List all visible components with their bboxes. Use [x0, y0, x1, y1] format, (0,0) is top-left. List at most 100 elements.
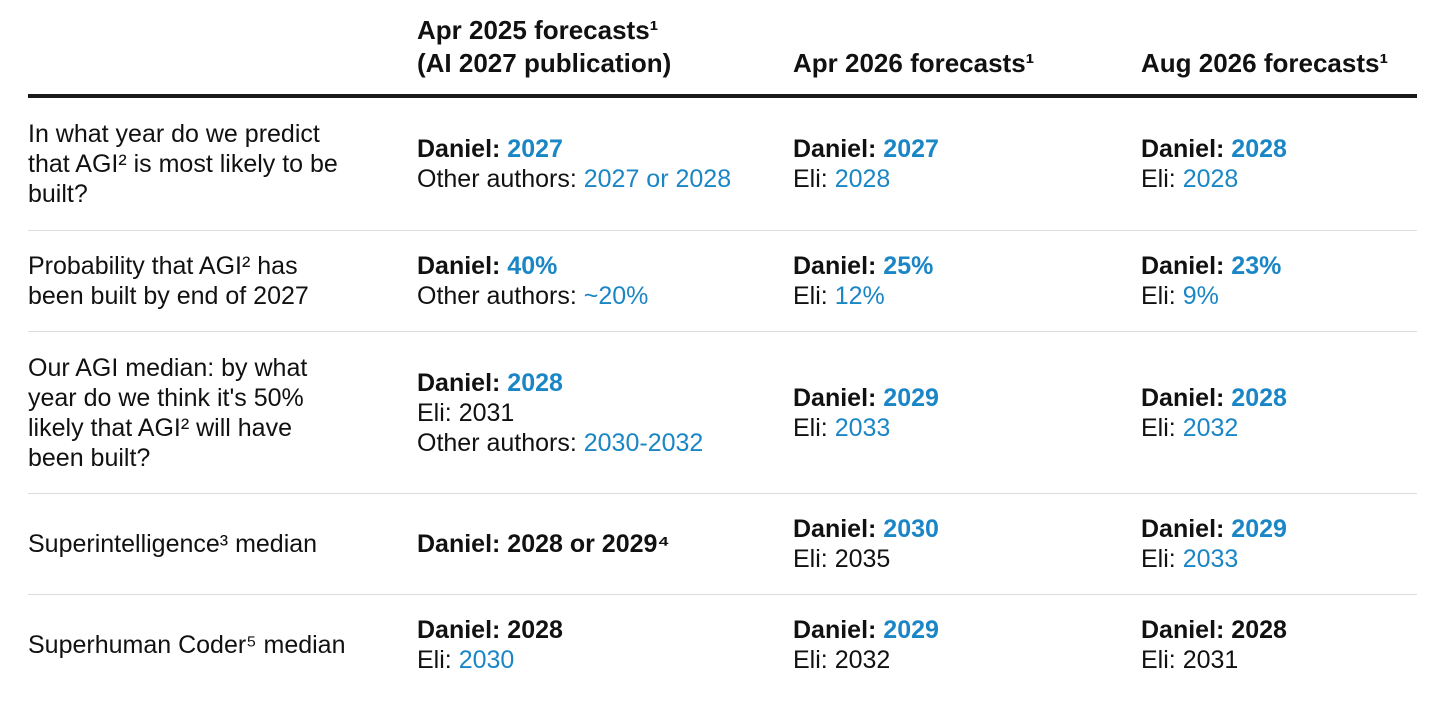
forecast-value: 2033: [834, 413, 891, 442]
forecast-cell: Daniel: 25% Eli: 12%: [793, 230, 1141, 332]
forecast-value: 2030: [458, 646, 515, 674]
forecast-entry: Daniel: 2028: [1141, 615, 1417, 645]
forecaster-label: Daniel:: [1141, 616, 1232, 644]
forecaster-label: Daniel:: [793, 383, 884, 412]
forecast-value: 2033: [1182, 545, 1239, 573]
forecast-value: 23%: [1231, 252, 1282, 280]
forecast-entry: Eli: 2031: [1141, 645, 1417, 675]
forecaster-label: Daniel:: [1141, 383, 1232, 412]
forecast-entry: Eli: 2035: [793, 544, 1141, 574]
forecast-cell: Daniel: 2029 Eli: 2033: [793, 331, 1141, 494]
forecast-entry: Eli: 2033: [793, 413, 1141, 443]
forecast-value: 2027 or 2028: [583, 165, 732, 193]
forecast-value: 2032: [834, 646, 891, 674]
forecast-value: 2030-2032: [583, 428, 704, 457]
forecast-entry: Daniel: 2028: [1141, 383, 1417, 413]
forecast-entry: Other authors: 2027 or 2028: [417, 164, 793, 194]
forecast-value: 2029: [883, 383, 939, 412]
forecast-value: 2032: [1182, 413, 1239, 442]
forecast-value: 25%: [883, 252, 934, 280]
forecaster-label: Daniel:: [793, 135, 884, 163]
forecast-value: 2030: [883, 515, 939, 543]
forecast-value: 2028: [507, 368, 563, 397]
forecast-value: 2031: [1182, 646, 1239, 674]
question-cell: Probability that AGI² has been built by …: [28, 230, 417, 332]
forecast-entry: Daniel: 2029: [793, 615, 1141, 645]
table-row: Our AGI median: by what year do we think…: [28, 331, 1417, 494]
forecast-cell: Daniel: 2028 Eli: 2031 Other authors: 2030…: [417, 331, 793, 494]
forecast-value: 12%: [834, 282, 885, 310]
forecaster-label: Daniel:: [1141, 252, 1232, 280]
forecast-entry: Daniel: 2028: [1141, 134, 1417, 164]
forecaster-label: Daniel:: [417, 252, 508, 280]
question-cell: In what year do we predict that AGI² is …: [28, 96, 417, 231]
forecast-entry: Eli: 2028: [793, 164, 1141, 194]
column-header-aug-2026: Aug 2026 forecasts¹: [1141, 14, 1417, 98]
forecast-value: 2029: [883, 616, 939, 644]
forecaster-label: Eli:: [793, 282, 835, 310]
forecaster-label: Eli:: [1141, 282, 1183, 310]
forecast-entry: Daniel: 2028: [417, 368, 793, 398]
question-text: Superintelligence³ median: [28, 530, 318, 558]
forecaster-label: Daniel:: [1141, 515, 1232, 543]
header-row: Apr 2025 forecasts¹ (AI 2027 publication…: [28, 14, 1417, 98]
table-row: In what year do we predict that AGI² is …: [28, 96, 1417, 231]
forecaster-label: Other authors:: [417, 428, 584, 457]
forecast-entry: Eli: 9%: [1141, 281, 1417, 311]
forecast-value: 2029: [1231, 515, 1287, 543]
table-row: Superhuman Coder⁵ median Daniel: 2028 Eli:…: [28, 595, 1417, 696]
question-text: Our AGI median: by what year do we think…: [28, 353, 308, 472]
forecast-entry: Other authors: ~20%: [417, 281, 793, 311]
forecast-cell: Daniel: 40% Other authors: ~20%: [417, 230, 793, 332]
forecast-value: 2035: [834, 545, 891, 573]
forecast-cell: Daniel: 2030 Eli: 2035: [793, 493, 1141, 595]
forecast-entry: Daniel: 25%: [793, 251, 1141, 281]
forecaster-label: Daniel:: [417, 368, 508, 397]
column-header-line: (AI 2027 publication): [417, 48, 672, 78]
forecast-value: 2028: [1182, 165, 1239, 193]
question-text: Superhuman Coder⁵ median: [28, 631, 346, 659]
forecaster-label: Other authors:: [417, 282, 584, 310]
forecast-entry: Daniel: 2028 or 2029⁴: [417, 529, 793, 559]
question-cell: Superintelligence³ median: [28, 493, 417, 595]
forecast-cell: Daniel: 2028 Eli: 2028: [1141, 96, 1417, 231]
forecast-entry: Daniel: 2030: [793, 514, 1141, 544]
column-header-apr-2026: Apr 2026 forecasts¹: [793, 14, 1141, 98]
forecast-entry: Daniel: 2028: [417, 615, 793, 645]
table-row: Probability that AGI² has been built by …: [28, 230, 1417, 332]
forecast-value: 2028: [834, 165, 891, 193]
forecaster-label: Other authors:: [417, 165, 584, 193]
forecast-value: ~20%: [583, 282, 649, 310]
forecast-cell: Daniel: 23% Eli: 9%: [1141, 230, 1417, 332]
question-text: In what year do we predict that AGI² is …: [28, 120, 338, 208]
forecast-entry: Eli: 2033: [1141, 544, 1417, 574]
forecast-cell: Daniel: 2029 Eli: 2033: [1141, 493, 1417, 595]
forecaster-label: Daniel:: [793, 616, 884, 644]
forecast-entry: Eli: 2032: [793, 645, 1141, 675]
forecaster-label: Eli:: [793, 413, 835, 442]
forecast-value: 2028: [507, 616, 563, 644]
forecaster-label: Eli:: [793, 165, 835, 193]
column-header-line: Apr 2025 forecasts¹: [417, 15, 659, 45]
forecaster-label: Daniel:: [793, 515, 884, 543]
forecaster-label: Daniel:: [417, 530, 508, 558]
header-blank: [28, 14, 417, 98]
forecast-value: 2031: [458, 398, 515, 427]
table-row: Superintelligence³ median Daniel: 2028 or…: [28, 493, 1417, 595]
forecast-cell: Daniel: 2027 Other authors: 2027 or 2028: [417, 96, 793, 231]
forecast-cell: Daniel: 2028 Eli: 2031: [1141, 595, 1417, 696]
forecast-entry: Eli: 2030: [417, 645, 793, 675]
forecast-entry: Daniel: 2029: [793, 383, 1141, 413]
forecast-value: 9%: [1182, 282, 1219, 310]
column-header-apr-2025: Apr 2025 forecasts¹ (AI 2027 publication…: [417, 14, 793, 98]
forecaster-label: Eli:: [1141, 646, 1183, 674]
forecast-entry: Daniel: 2029: [1141, 514, 1417, 544]
question-text: Probability that AGI² has been built by …: [28, 252, 309, 310]
forecast-entry: Other authors: 2030-2032: [417, 428, 793, 458]
forecast-value: 2028 or 2029⁴: [507, 530, 670, 558]
forecast-entry: Eli: 2031: [417, 398, 793, 428]
forecast-value: 2027: [507, 135, 563, 163]
forecast-cell: Daniel: 2028 Eli: 2030: [417, 595, 793, 696]
forecast-table: Apr 2025 forecasts¹ (AI 2027 publication…: [28, 14, 1417, 695]
